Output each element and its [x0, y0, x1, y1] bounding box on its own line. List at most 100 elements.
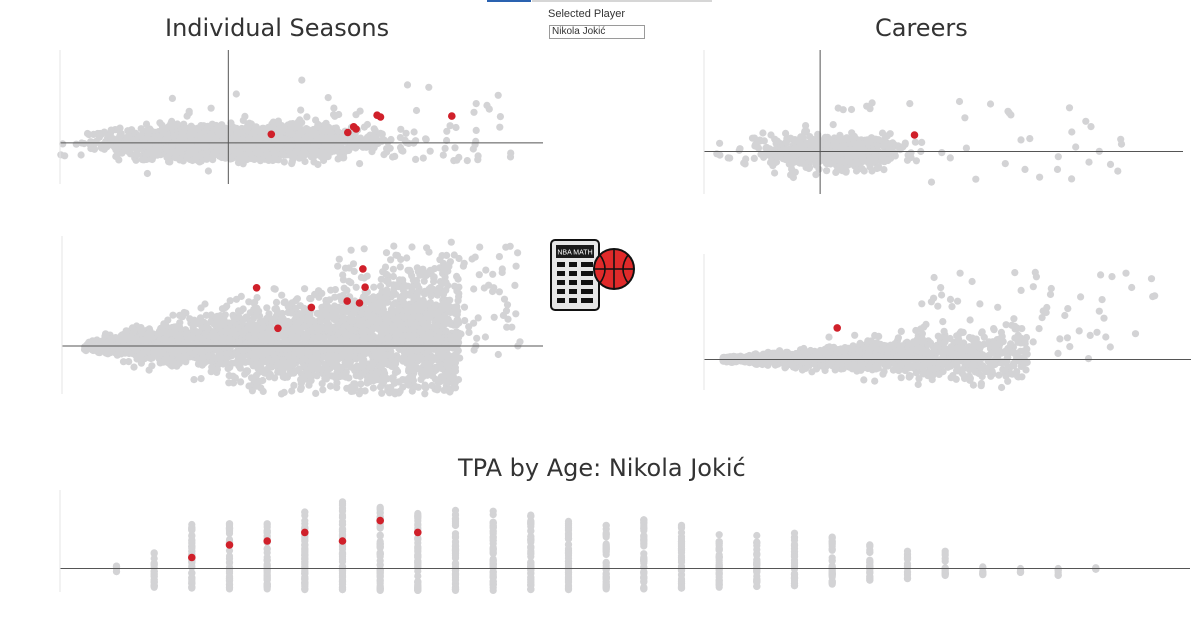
- background-point: [280, 158, 288, 166]
- highlight-point: [910, 131, 919, 139]
- background-point: [848, 152, 856, 160]
- background-point: [114, 134, 122, 142]
- background-point: [801, 127, 809, 135]
- background-point: [286, 151, 294, 159]
- background-point: [274, 117, 282, 125]
- background-point: [788, 153, 796, 161]
- background-point: [142, 120, 151, 128]
- background-point: [428, 381, 436, 390]
- background-point: [227, 144, 235, 152]
- background-point: [842, 167, 850, 175]
- background-point: [162, 135, 170, 143]
- background-point: [1085, 158, 1093, 166]
- background-point: [314, 121, 322, 130]
- background-point: [363, 272, 371, 280]
- background-point: [1082, 117, 1090, 125]
- background-point: [202, 143, 210, 151]
- background-point: [496, 123, 504, 131]
- background-point: [168, 117, 176, 125]
- background-point: [451, 144, 459, 152]
- background-point: [176, 156, 184, 164]
- background-point: [858, 165, 866, 173]
- background-point: [399, 147, 407, 155]
- background-point: [330, 111, 338, 119]
- background-point: [776, 151, 784, 159]
- background-point: [429, 372, 437, 380]
- background-point: [177, 149, 185, 157]
- background-point: [389, 153, 397, 161]
- background-point: [419, 154, 427, 162]
- background-point: [245, 135, 253, 144]
- background-point: [324, 153, 332, 161]
- background-point: [138, 156, 146, 164]
- title-careers: Careers: [875, 14, 968, 42]
- background-point: [204, 167, 212, 175]
- highlight-point: [448, 112, 456, 120]
- background-point: [143, 169, 151, 178]
- background-point: [190, 130, 198, 138]
- background-point: [787, 161, 795, 169]
- top-tab-active[interactable]: [487, 0, 531, 2]
- background-point: [986, 100, 995, 108]
- background-point: [204, 151, 212, 160]
- background-point: [363, 120, 371, 129]
- background-point: [866, 138, 874, 146]
- background-point: [376, 282, 385, 290]
- background-point: [751, 142, 759, 150]
- background-point: [334, 155, 342, 163]
- background-point: [736, 145, 744, 153]
- background-point: [111, 144, 119, 152]
- background-point: [290, 381, 298, 389]
- background-point: [241, 112, 249, 120]
- background-point: [815, 165, 823, 173]
- background-point: [297, 106, 305, 114]
- background-point: [470, 108, 478, 116]
- background-point: [494, 91, 502, 99]
- background-point: [197, 122, 205, 130]
- background-point: [185, 109, 193, 117]
- background-point: [771, 169, 779, 177]
- background-point: [1117, 135, 1125, 143]
- background-point: [1001, 160, 1009, 168]
- background-point: [911, 138, 919, 146]
- background-dots: [57, 76, 515, 178]
- background-point: [132, 156, 140, 164]
- background-point: [412, 155, 420, 163]
- background-point: [107, 135, 115, 143]
- background-point: [223, 302, 231, 310]
- background-point: [241, 154, 249, 162]
- top-tab-inactive[interactable]: [532, 0, 712, 2]
- background-point: [896, 146, 904, 154]
- background-point: [154, 150, 162, 158]
- background-point: [781, 146, 789, 154]
- background-point: [1036, 173, 1044, 181]
- background-point: [782, 129, 790, 137]
- background-point: [758, 150, 766, 158]
- background-point: [222, 137, 231, 146]
- background-point: [197, 375, 205, 383]
- background-point: [496, 113, 504, 121]
- highlight-series: [910, 131, 919, 139]
- background-point: [783, 154, 791, 162]
- background-point: [808, 135, 816, 143]
- background-point: [847, 105, 856, 114]
- highlight-point: [267, 130, 276, 139]
- background-point: [330, 104, 338, 112]
- background-point: [190, 376, 198, 384]
- background-point: [889, 139, 897, 147]
- background-point: [1068, 128, 1076, 136]
- background-point: [286, 127, 294, 135]
- chart-seasons-minutes-tpa: [61, 236, 543, 398]
- background-point: [332, 124, 340, 132]
- selected-player-input[interactable]: Nikola Jokić: [549, 25, 645, 39]
- background-point: [173, 138, 181, 146]
- background-point: [378, 136, 386, 144]
- background-point: [797, 145, 805, 153]
- background-point: [254, 134, 262, 142]
- background-point: [815, 157, 823, 166]
- background-point: [192, 155, 200, 163]
- background-point: [327, 129, 335, 137]
- background-point: [77, 151, 85, 159]
- background-point: [380, 151, 388, 159]
- background-point: [831, 139, 839, 147]
